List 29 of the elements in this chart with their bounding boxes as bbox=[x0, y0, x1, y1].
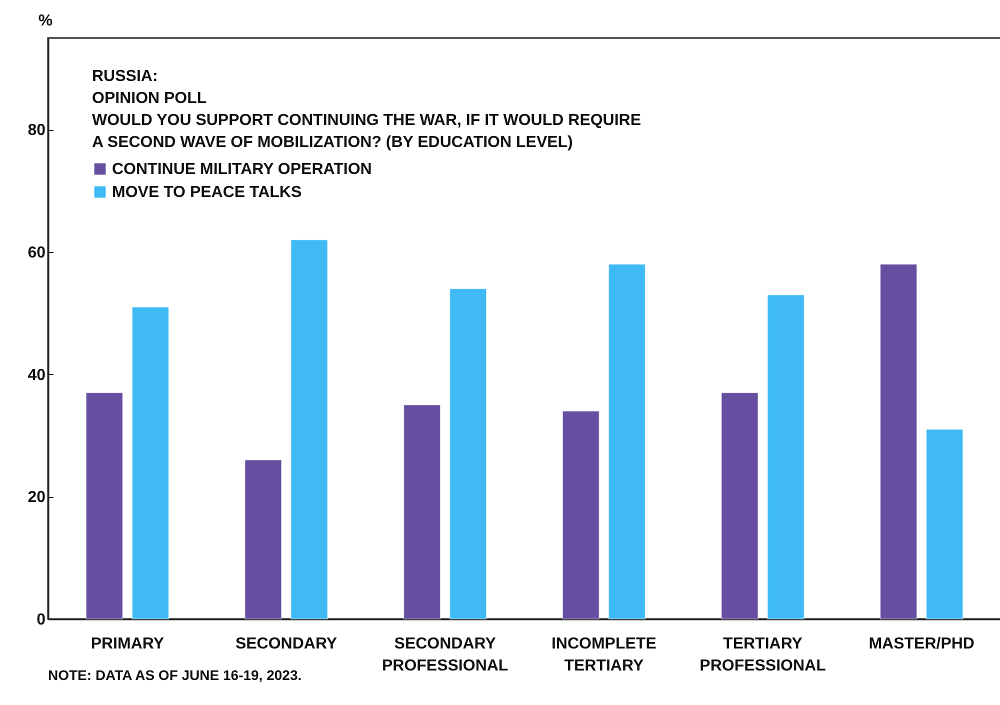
x-tick-label: INCOMPLETE TERTIARY bbox=[551, 636, 657, 674]
x-tick-label: SECONDARY PROFESSIONAL bbox=[382, 636, 508, 674]
text: RUSSIA: OPINION POLL bbox=[92, 68, 207, 107]
x-tick-label: MASTER/PHD bbox=[868, 636, 974, 652]
y-tick-label: 80 bbox=[28, 122, 46, 140]
bar bbox=[721, 392, 758, 620]
bar bbox=[449, 288, 487, 620]
text: NOTE: DATA AS OF JUNE 16-19, 2023. bbox=[48, 667, 302, 683]
y-tick-label: 20 bbox=[28, 489, 46, 506]
y-tick-label: 0 bbox=[36, 612, 46, 628]
y-tick-label: 60 bbox=[28, 244, 46, 262]
x-tick-label: TERTIARY PROFESSIONAL bbox=[700, 636, 826, 674]
bar bbox=[86, 392, 124, 620]
legend-label: MOVE TO PEACE TALKS bbox=[112, 184, 302, 201]
y-tick-label: 40 bbox=[28, 366, 46, 384]
bar bbox=[767, 294, 804, 620]
bar bbox=[244, 460, 282, 620]
bar bbox=[562, 410, 600, 620]
bar bbox=[132, 306, 170, 620]
y-axis-title: % bbox=[38, 12, 53, 30]
x-tick-label: SECONDARY bbox=[235, 636, 338, 652]
bar bbox=[926, 429, 964, 620]
legend-label: CONTINUE MILITARY OPERATION bbox=[112, 161, 372, 178]
bar bbox=[880, 264, 918, 620]
x-tick-label: PRIMARY bbox=[90, 636, 164, 652]
bar bbox=[608, 264, 646, 620]
text: WOULD YOU SUPPORT CONTINUING THE WAR, IF IT WOULD REQUIRE A SECOND WAVE OF MOBILIZATION? (BY EDUCATION LEVEL) bbox=[92, 112, 642, 151]
bar bbox=[403, 404, 441, 620]
bar bbox=[290, 239, 328, 620]
